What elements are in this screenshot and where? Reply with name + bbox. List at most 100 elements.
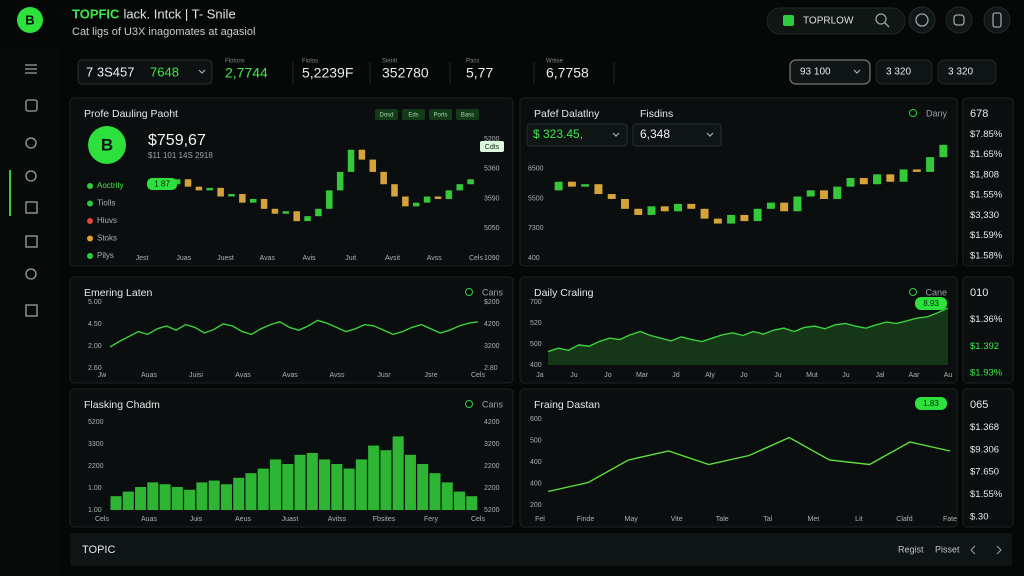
chevron: [706, 132, 714, 137]
x-label: Jal: [876, 372, 885, 379]
select-box[interactable]: [526, 123, 628, 147]
ticker-label: Flotons: [225, 59, 245, 65]
candle-body: [336, 171, 344, 191]
legend-swatch: [87, 200, 93, 207]
tab[interactable]: [375, 109, 398, 120]
asset-subprice: $11 101 14S 2918: [148, 151, 213, 160]
clock-button[interactable]: [908, 6, 936, 34]
side-panel: [962, 388, 1014, 528]
x-label: Juisi: [189, 372, 203, 379]
candle-body: [660, 206, 669, 212]
y-left-label: 520: [530, 320, 542, 327]
x-label: Avitss: [328, 516, 347, 523]
candle-body: [939, 144, 948, 158]
settings-button[interactable]: [945, 6, 973, 34]
side-value: $1.36%: [970, 314, 1003, 325]
panel-title: Flasking Chadm: [84, 399, 160, 411]
filter-box[interactable]: [789, 59, 871, 85]
filter-box[interactable]: [937, 59, 997, 85]
x-label: Tale: [716, 516, 729, 523]
field-box[interactable]: [632, 123, 722, 147]
candle-body: [423, 196, 431, 203]
x-label: Lit: [855, 516, 862, 523]
x-label: Auas: [141, 372, 157, 379]
footer-link[interactable]: Regist: [898, 544, 924, 554]
x-label: Juis: [190, 516, 203, 523]
filter-value: 93 100: [800, 67, 831, 78]
panel: [519, 276, 958, 384]
badge-label: 1.83: [923, 399, 939, 408]
panel: [69, 276, 514, 384]
x-label: Clafd: [896, 516, 912, 523]
x-label: Ja: [536, 372, 544, 379]
top-button[interactable]: [766, 7, 906, 35]
list-icon[interactable]: [25, 304, 38, 317]
candle-body: [819, 190, 828, 199]
candle-body: [647, 206, 656, 215]
sidebar-active: [9, 170, 11, 216]
y-left-label: 5500: [528, 195, 544, 202]
corner-icon: [465, 288, 473, 296]
candle-body: [228, 194, 235, 197]
x-label: Fel: [535, 516, 545, 523]
tab[interactable]: [429, 109, 452, 120]
side-value: $1,808: [970, 169, 999, 180]
candle-body: [833, 186, 842, 199]
tag-icon[interactable]: [25, 268, 37, 280]
tab-label: Dosd: [379, 113, 393, 119]
x-label: Auas: [141, 516, 157, 523]
tab[interactable]: [456, 109, 479, 120]
bar: [429, 473, 441, 510]
search-icon[interactable]: [875, 13, 887, 25]
home-icon[interactable]: [25, 99, 38, 112]
ticker-box[interactable]: [77, 59, 213, 85]
x-label: Juas: [176, 255, 191, 262]
filter-box[interactable]: [875, 59, 933, 85]
tab[interactable]: [402, 109, 425, 120]
candle-body: [282, 211, 290, 214]
tab-label: Ports: [433, 113, 447, 119]
y-left-label: 4.50: [88, 321, 102, 328]
y-left-label: 5200: [88, 419, 104, 426]
footer-next[interactable]: [996, 545, 1002, 555]
field-label: Fisdins: [640, 108, 673, 120]
x-label: Avss: [329, 372, 345, 379]
menu-icon[interactable]: [25, 64, 37, 74]
y-left-label: 400: [530, 480, 542, 487]
bar: [171, 487, 183, 510]
doc-icon[interactable]: [25, 235, 38, 248]
badge-label: 8.93: [923, 299, 939, 308]
candle-body: [912, 169, 921, 172]
x-label: Jest: [136, 255, 149, 262]
candle-body: [467, 179, 474, 185]
phone-button[interactable]: [983, 6, 1011, 34]
footer-prev[interactable]: [970, 545, 976, 555]
settings-icon: [953, 14, 965, 26]
x-label: Juit: [345, 255, 356, 262]
bar: [282, 464, 294, 510]
candle-body: [358, 149, 366, 160]
side-badge: [480, 141, 504, 152]
phone-icon: [992, 12, 1002, 28]
y-left-label: 500: [530, 341, 542, 348]
select-value: $ 323.45,: [533, 127, 583, 141]
chat-icon[interactable]: [25, 170, 37, 182]
bar: [122, 491, 134, 510]
y-right-label: 2200: [484, 485, 500, 492]
x-label: Aly: [705, 372, 715, 379]
candle-body: [391, 184, 398, 197]
bar: [208, 480, 220, 510]
footer-link[interactable]: Pisset: [935, 544, 960, 554]
y-right-label: 3200: [484, 343, 500, 350]
logo-badge: [17, 7, 43, 33]
grid-icon[interactable]: [25, 201, 38, 214]
candle-body: [239, 194, 246, 203]
filter-value: 3 320: [948, 67, 973, 78]
bar: [368, 445, 380, 510]
candle-body: [445, 190, 453, 199]
legend-label: Pilys: [97, 251, 114, 260]
corner-label: Cans: [482, 399, 504, 409]
x-label: Jusr: [377, 372, 391, 379]
candle-body: [793, 196, 802, 212]
link-icon[interactable]: [25, 137, 37, 149]
